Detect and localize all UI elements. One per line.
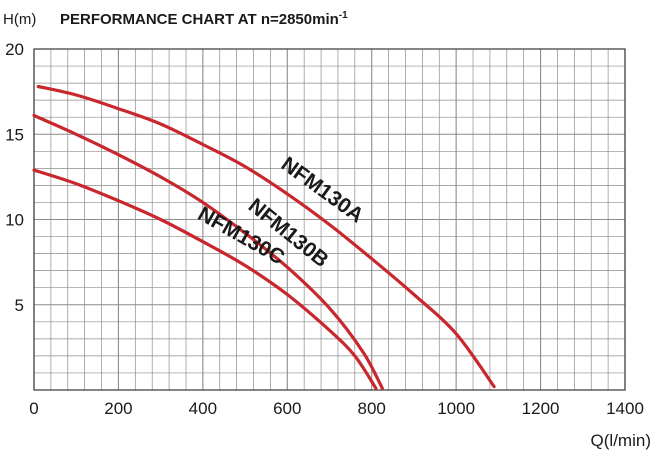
y-tick-label: 20 — [5, 40, 24, 59]
y-tick-label: 10 — [5, 211, 24, 230]
x-tick-label: 1200 — [522, 399, 560, 418]
chart-title: PERFORMANCE CHART AT n=2850min-1 — [60, 10, 348, 28]
series-line-nfm130c — [32, 168, 378, 390]
y-tick-label: 5 — [15, 296, 24, 315]
x-tick-label: 600 — [273, 399, 301, 418]
plot-frame — [33, 48, 626, 391]
grid — [33, 48, 626, 391]
x-tick-label: 800 — [358, 399, 386, 418]
series-line-nfm130b — [32, 113, 384, 390]
series-line-nfm130a — [36, 84, 496, 389]
curves — [32, 84, 496, 390]
y-tick-label: 15 — [5, 125, 24, 144]
chart-title-text: PERFORMANCE CHART AT n=2850min — [60, 11, 339, 28]
x-axis-label: Q(l/min) — [591, 431, 651, 450]
x-tick-label: 1000 — [437, 399, 475, 418]
x-tick-label: 1400 — [606, 399, 644, 418]
series-label-nfm130a: NFM130A — [277, 153, 368, 228]
x-tick-label: 0 — [29, 399, 38, 418]
chart-title-superscript: -1 — [339, 10, 348, 21]
x-tick-label: 400 — [189, 399, 217, 418]
labels: 0 200 400 600 800 1000 1200 14005101520NFM130AN… — [5, 40, 644, 418]
x-tick-label: 200 — [104, 399, 132, 418]
y-axis-label: H(m) — [3, 11, 36, 28]
